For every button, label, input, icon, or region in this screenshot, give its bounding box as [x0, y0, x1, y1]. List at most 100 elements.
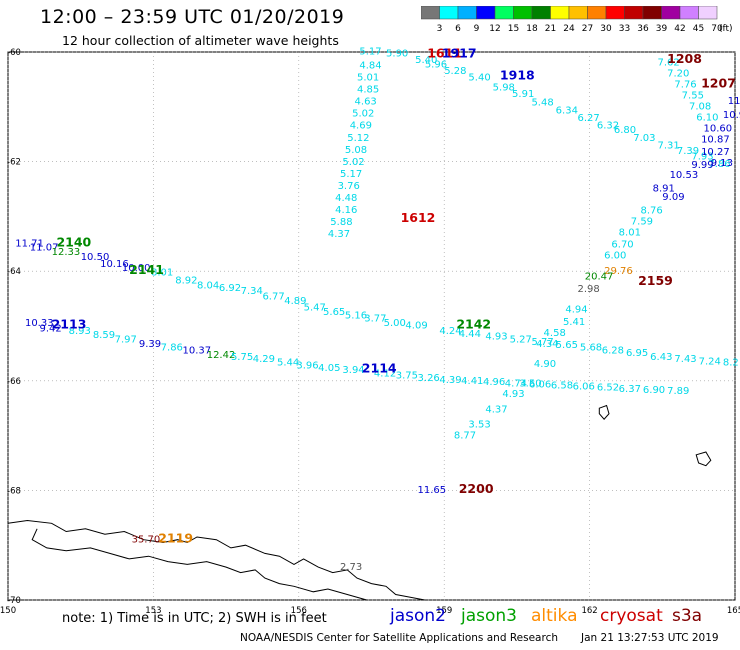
wave-height-label: 6.70 [611, 240, 633, 251]
wave-height-label: 5.40 [468, 72, 490, 83]
wave-height-label: 6.37 [619, 384, 641, 395]
wave-height-label: 4.48 [335, 193, 357, 204]
wave-height-label: 4.09 [405, 321, 427, 332]
wave-height-label: 5.28 [444, 66, 466, 77]
pass-time-label: 2119 [158, 530, 193, 545]
wave-height-label: 7.03 [633, 133, 655, 144]
wave-height-label: 9.09 [662, 192, 684, 203]
wave-height-label: 4.85 [357, 85, 379, 96]
pass-time-label: 2200 [459, 481, 494, 496]
satellite-jason3: jason3 [461, 606, 517, 626]
wave-height-label: 6.90 [643, 385, 665, 396]
wave-height-label: 5.88 [330, 217, 352, 228]
pass-time-label: 1612 [401, 210, 436, 225]
wave-height-label: 7.43 [674, 354, 696, 365]
wave-height-label: 12.42 [207, 350, 236, 361]
lon-tick-label: 165 [727, 606, 740, 616]
satellite-jason2: jason2 [390, 606, 446, 626]
wave-height-label: 6.32 [597, 121, 619, 132]
legend-tick-label: 3 [437, 24, 443, 34]
wave-height-label: 3.53 [468, 419, 490, 430]
wave-height-label: 8.77 [454, 430, 476, 441]
pass-time-label: 1918 [500, 67, 535, 82]
wave-height-label: 4.63 [355, 97, 377, 108]
wave-height-label: 7.76 [674, 80, 696, 91]
wave-height-label: 5.91 [512, 89, 534, 100]
wave-height-label: 6.77 [262, 292, 284, 303]
wave-height-label: 4.84 [359, 60, 381, 71]
pass-time-label: 1208 [667, 51, 702, 66]
lat-tick-label: -60 [7, 48, 21, 58]
wave-height-label: 5.27 [510, 334, 532, 345]
legend-unit: (ft) [719, 24, 733, 34]
legend-tick-label: 39 [656, 24, 668, 34]
wave-height-label: 5.02 [342, 157, 364, 168]
wave-height-label: 5.68 [580, 343, 602, 354]
wave-height-label: 9.39 [139, 339, 161, 350]
wave-height-label: 8.2 [723, 357, 739, 368]
wave-height-label: 7.34 [241, 286, 263, 297]
wave-height-label: 5.48 [531, 98, 553, 109]
wave-height-label: 10.37 [182, 345, 211, 356]
wave-height-label: 7.59 [631, 217, 653, 228]
lat-tick-label: -70 [7, 596, 21, 606]
lon-tick-label: 150 [0, 606, 16, 616]
wave-height-label: 2.98 [577, 284, 599, 295]
wave-height-label: 6.00 [604, 251, 626, 262]
wave-height-label: 6.06 [573, 382, 595, 393]
wave-height-label: 5.75 [231, 352, 253, 363]
pass-time-label: 2142 [456, 317, 491, 332]
wave-height-label: 5.12 [347, 133, 369, 144]
coastline [7, 519, 425, 601]
wave-height-label: 10.50 [81, 252, 110, 263]
page-subtitle: 12 hour collection of altimeter wave hei… [62, 33, 339, 48]
pass-time-label: 2113 [52, 317, 87, 332]
satellite-cryosat: cryosat [600, 606, 663, 626]
wave-height-label: 4.90 [534, 359, 556, 370]
wave-height-label: 10.53 [670, 170, 699, 181]
wave-height-label: 35.70 [132, 534, 161, 545]
island [695, 451, 712, 467]
lat-tick-label: -64 [7, 267, 21, 277]
wave-height-label: 11.07 [30, 242, 59, 253]
wave-height-label: 4.37 [328, 229, 350, 240]
legend-tick-label: 21 [545, 24, 556, 34]
wave-height-label: 7.93 [691, 151, 713, 162]
wave-height-label: 8.01 [151, 268, 173, 279]
legend-tick-label: 9 [474, 24, 480, 34]
map-frame [7, 51, 736, 601]
pass-time-label: 2141 [129, 262, 164, 277]
legend-tick-label: 36 [637, 24, 649, 34]
wave-height-label: 9.42 [40, 323, 62, 334]
wave-height-label: 4.44 [459, 329, 481, 340]
satellite-altika: altika [531, 606, 578, 626]
wave-height-label: 11.65 [418, 485, 447, 496]
wave-height-label: 7.24 [699, 356, 721, 367]
wave-height-label: 5.90 [386, 48, 408, 59]
lon-tick-label: 159 [436, 606, 452, 616]
wave-height-label: 2.73 [340, 562, 362, 573]
lat-tick-label: -66 [7, 377, 21, 387]
wave-height-label: 5.65 [323, 307, 345, 318]
lon-tick-label: 162 [581, 606, 597, 616]
wave-height-label: 10.00 [122, 263, 151, 274]
wave-height-label: 6.34 [556, 105, 578, 116]
wave-height-label: 5.41 [563, 317, 585, 328]
wave-height-label: 8.91 [653, 184, 675, 195]
wave-height-label: 4.93 [485, 332, 507, 343]
satellite-s3a: s3a [672, 606, 703, 626]
wave-height-label: 6.92 [219, 283, 241, 294]
wave-height-label: 3.76 [338, 181, 360, 192]
lat-tick-label: -62 [7, 158, 21, 168]
wave-height-label: 4.93 [502, 389, 524, 400]
coastline [31, 528, 367, 601]
pass-time-label: 2140 [56, 235, 91, 250]
pass-time-label: 1207 [701, 76, 736, 91]
wave-height-label: 8.04 [197, 281, 219, 292]
pass-time-label: 1611 [427, 45, 462, 60]
wave-height-label: 9.13 [711, 158, 733, 169]
wave-height-label: 8.76 [640, 206, 662, 217]
wave-height-label: 5.00 [384, 318, 406, 329]
wave-height-label: 10.99 [723, 110, 740, 121]
